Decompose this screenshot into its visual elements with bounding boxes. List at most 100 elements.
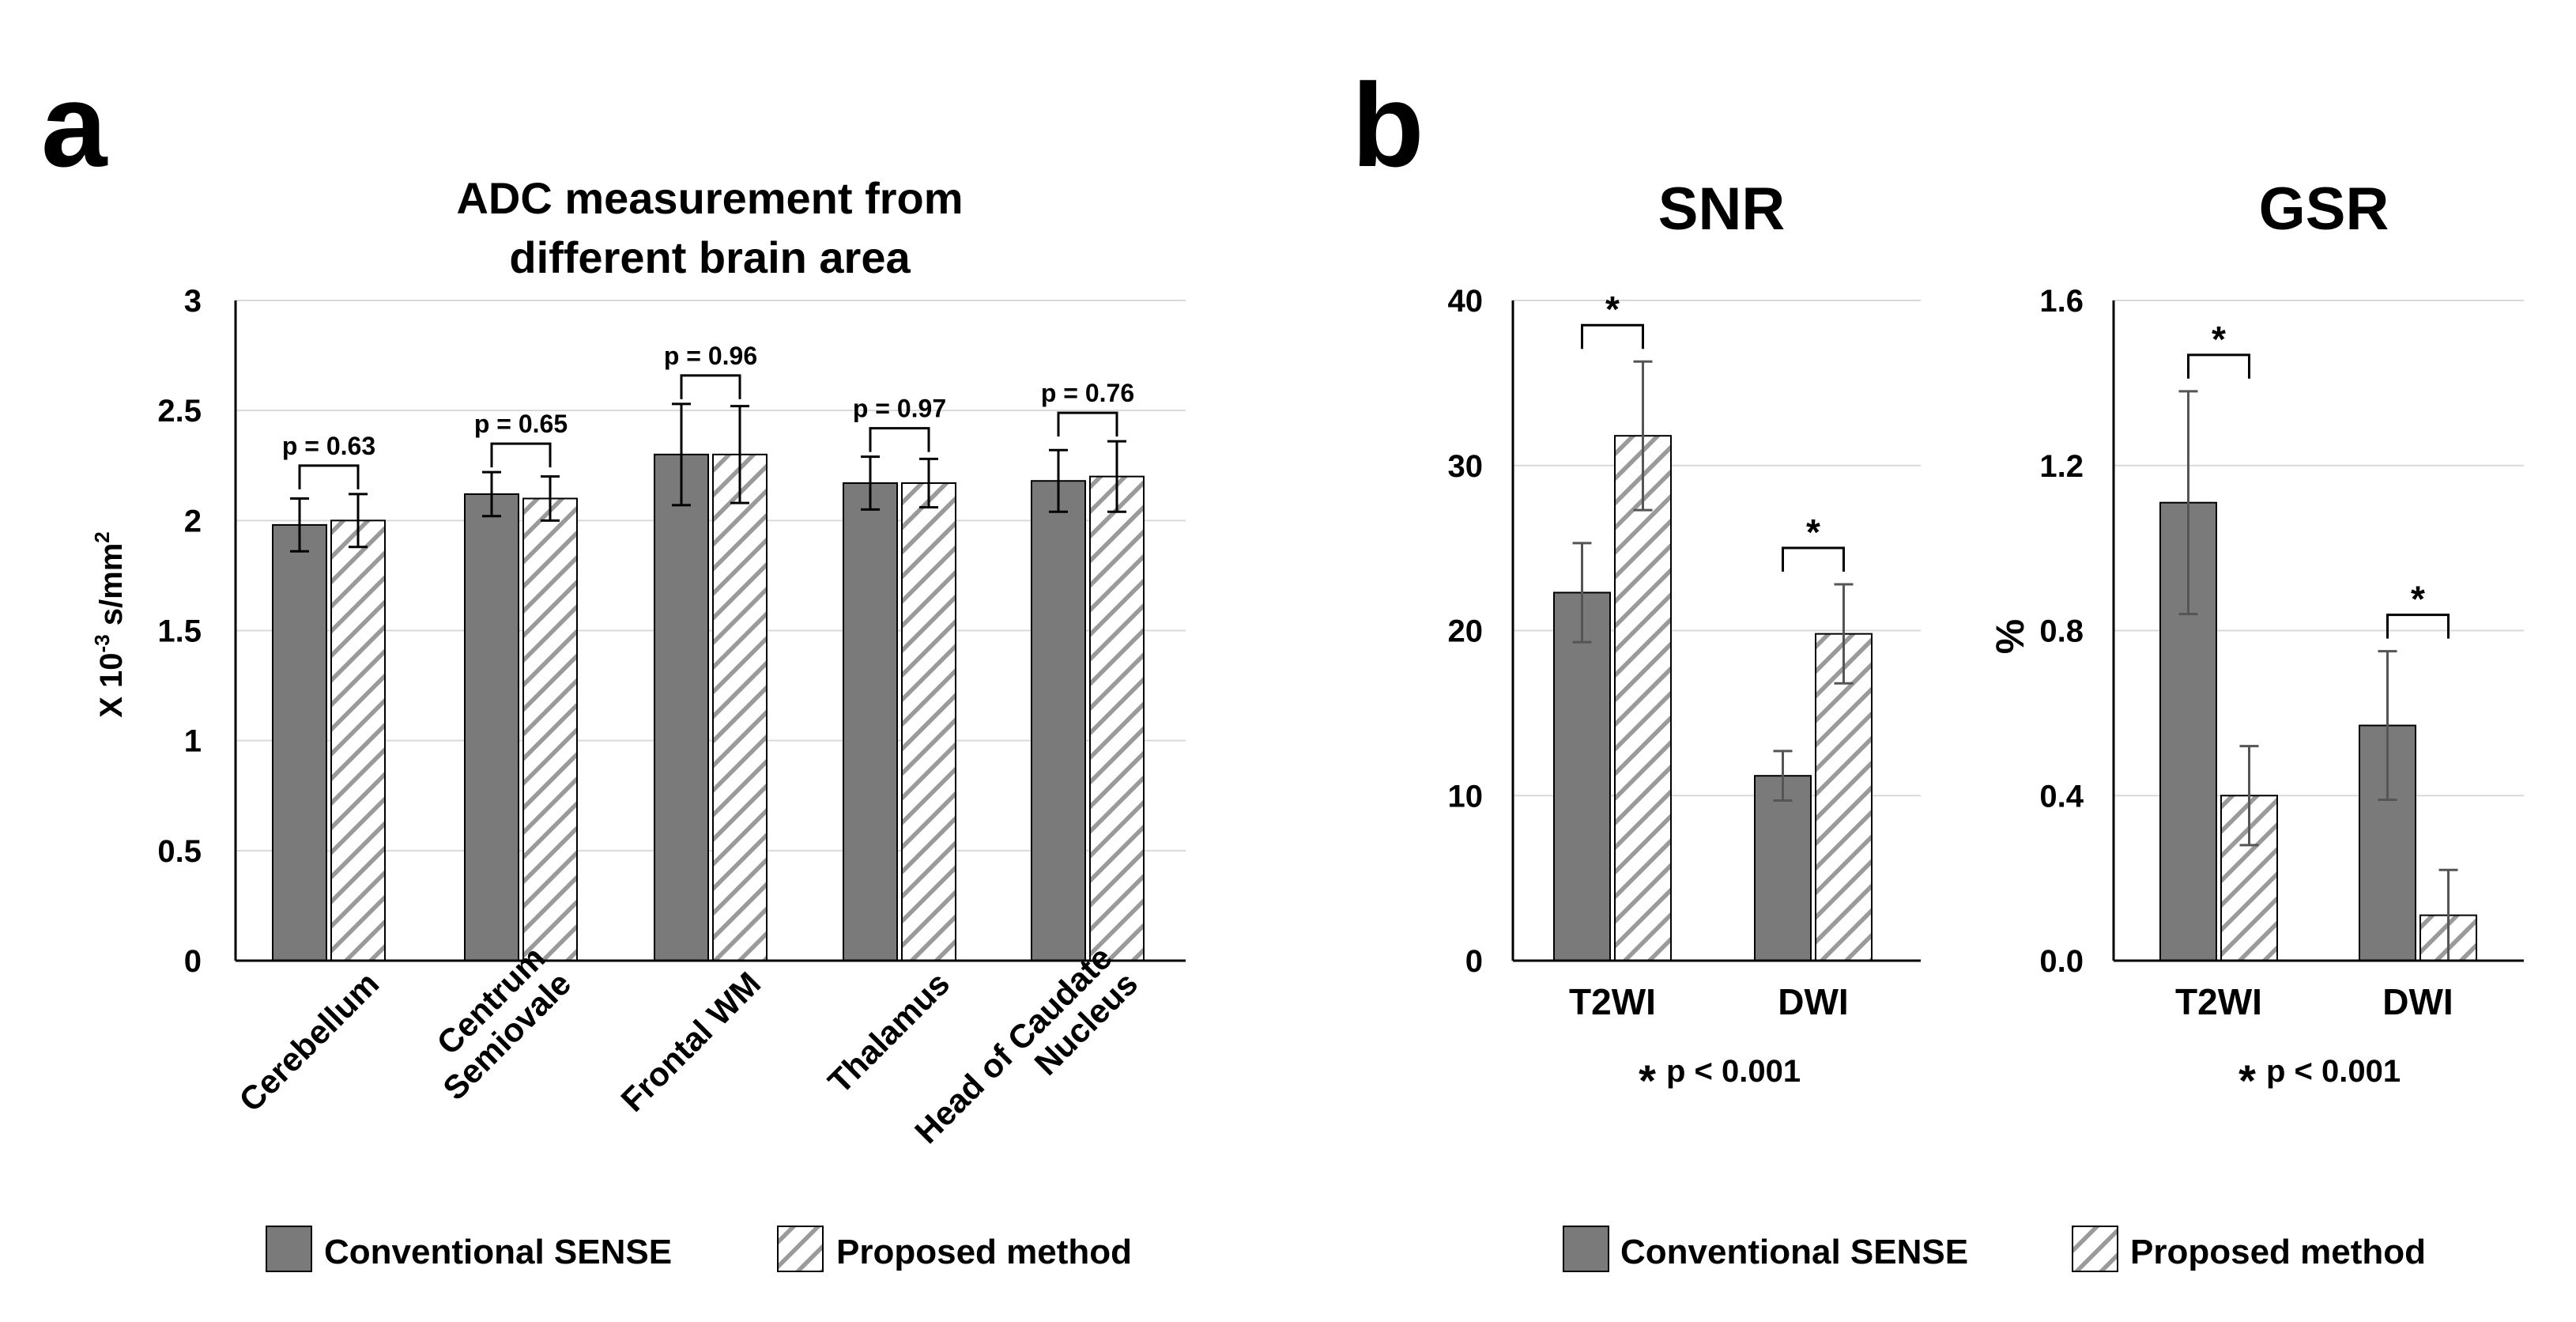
gsr-y-tick-labels: 0.0 0.4 0.8 1.2 1.6	[2039, 284, 2084, 979]
snr-y-tick-label: 10	[1448, 779, 1484, 814]
legend-b-proposed-label: Proposed method	[2130, 1233, 2426, 1271]
adc-chart-title-line-2: different brain area	[509, 232, 911, 282]
adc-bar-conventional	[272, 523, 327, 961]
adc-annotations: p = 0.63 p = 0.65 p = 0.96 p = 0.97 p = 0.76	[282, 342, 1134, 489]
adc-y-tick-label: 0	[184, 944, 202, 979]
snr-annotations: **	[1581, 289, 1845, 572]
panel-label-b: b	[1352, 59, 1424, 191]
adc-annotation-label: p = 0.76	[1041, 379, 1134, 407]
adc-y-tick-label: 1.5	[157, 614, 202, 649]
gsr-footnote-star: *	[2238, 1056, 2256, 1105]
adc-bar-proposed	[1089, 475, 1145, 961]
snr-bars	[1553, 360, 1873, 962]
gsr-y-tick-label: 0.0	[2039, 944, 2084, 979]
gsr-significance-bracket	[2386, 614, 2450, 639]
snr-y-tick-label: 20	[1448, 614, 1484, 649]
adc-annotation-label: p = 0.65	[474, 410, 568, 438]
legend-a-proposed-swatch	[777, 1226, 824, 1272]
adc-bar-proposed	[522, 497, 578, 961]
gsr-chart: GSR 0.00.40.81.21.6 T2WI DWI ** % * p < 0…	[1988, 176, 2524, 1105]
adc-bars	[272, 402, 1145, 961]
adc-y-axis-label: X 10-3 s/mm2	[90, 531, 129, 718]
snr-footnote-star: *	[1639, 1056, 1656, 1105]
adc-gridlines	[236, 300, 1186, 852]
snr-bar-conventional	[1553, 591, 1611, 961]
adc-chart: ADC measurement from different brain are…	[90, 173, 1186, 1177]
adc-x-tick-label-line: Frontal WM	[613, 965, 768, 1119]
adc-bar-conventional	[1031, 480, 1086, 961]
legend-b: Conventional SENSE Proposed method	[1563, 1226, 2426, 1272]
gsr-y-tick-label: 0.4	[2039, 779, 2084, 814]
snr-annotation-label: *	[1806, 512, 1820, 553]
adc-y-tick-label: 2.5	[157, 394, 202, 429]
gsr-x-tick-label: DWI	[2382, 981, 2453, 1022]
adc-x-tick-label-line: Thalamus	[820, 965, 956, 1101]
gsr-x-tick-label: T2WI	[2175, 981, 2262, 1022]
gsr-y-tick-label: 0.8	[2039, 614, 2084, 649]
adc-significance-bracket	[869, 427, 930, 452]
snr-y-tick-labels: 0 10 20 30 40	[1448, 284, 1484, 979]
adc-bar-proposed	[712, 453, 768, 961]
adc-significance-bracket	[490, 442, 552, 468]
legend-a-proposed-label: Proposed method	[836, 1233, 1132, 1271]
adc-significance-bracket	[680, 374, 741, 399]
legend-b-proposed-swatch	[2072, 1226, 2118, 1272]
snr-bar-proposed	[1815, 633, 1873, 961]
gsr-y-tick-label: 1.2	[2039, 449, 2084, 484]
adc-significance-bracket	[1057, 411, 1118, 437]
adc-bar-conventional	[464, 493, 519, 961]
gsr-footnote: p < 0.001	[2266, 1054, 2401, 1089]
snr-axes	[1511, 300, 1921, 962]
gsr-annotations: **	[2187, 319, 2450, 639]
gsr-y-axis-label: %	[1988, 619, 2032, 654]
snr-y-tick-label: 40	[1448, 284, 1484, 319]
legend-a-conventional-label: Conventional SENSE	[324, 1233, 672, 1271]
adc-y-tick-label: 2	[184, 504, 202, 538]
panel-label-a: a	[41, 59, 108, 191]
adc-chart-title-line-1: ADC measurement from	[456, 173, 963, 223]
snr-y-tick-label: 0	[1465, 944, 1483, 979]
adc-x-tick-label: CentrumSemiovale	[410, 939, 579, 1108]
adc-bar-conventional	[843, 482, 898, 961]
adc-x-tick-labels: Cerebellum CentrumSemiovale Frontal WM Thal…	[232, 939, 1145, 1177]
snr-footnote: p < 0.001	[1666, 1054, 1801, 1089]
snr-significance-bracket	[1782, 546, 1845, 572]
gsr-y-tick-label: 1.6	[2039, 284, 2084, 319]
snr-bar-proposed	[1614, 435, 1672, 961]
adc-axes	[234, 300, 1186, 962]
adc-y-tick-labels: 0 0.5 1 1.5 2 2.5 3	[157, 284, 202, 979]
snr-y-tick-label: 30	[1448, 449, 1484, 484]
adc-significance-bracket	[298, 464, 360, 489]
gsr-annotation-label: *	[2212, 319, 2226, 360]
snr-x-tick-label: DWI	[1778, 981, 1848, 1022]
snr-chart-title: SNR	[1658, 176, 1785, 243]
adc-x-tick-label-line: Cerebellum	[232, 965, 386, 1119]
adc-x-tick-label: Thalamus	[820, 965, 956, 1101]
adc-x-tick-label: Frontal WM	[613, 965, 768, 1119]
gsr-annotation-label: *	[2411, 579, 2425, 620]
snr-significance-bracket	[1581, 323, 1644, 349]
adc-x-tick-label: Head of CaudateNucleus	[907, 939, 1145, 1177]
legend-b-conventional-swatch	[1563, 1226, 1609, 1272]
adc-annotation-label: p = 0.97	[853, 395, 946, 423]
adc-annotation-label: p = 0.96	[664, 342, 757, 370]
gsr-axes	[2112, 300, 2524, 962]
adc-bar-proposed	[330, 519, 386, 961]
adc-x-tick-label: Cerebellum	[232, 965, 386, 1119]
snr-x-tick-labels: T2WI DWI	[1569, 981, 1849, 1022]
adc-annotation-label: p = 0.63	[282, 432, 375, 460]
gsr-x-tick-labels: T2WI DWI	[2175, 981, 2453, 1022]
snr-bar-conventional	[1754, 775, 1812, 962]
legend-a-conventional-swatch	[266, 1226, 312, 1272]
adc-bar-conventional	[654, 453, 709, 961]
adc-y-tick-label: 3	[184, 284, 202, 319]
legend-b-conventional-label: Conventional SENSE	[1620, 1233, 1968, 1271]
gsr-chart-title: GSR	[2259, 176, 2389, 243]
snr-annotation-label: *	[1605, 289, 1620, 330]
legend-a: Conventional SENSE Proposed method	[266, 1226, 1132, 1272]
gsr-bars	[2159, 390, 2477, 962]
gsr-significance-bracket	[2187, 353, 2250, 379]
adc-y-tick-label: 1	[184, 724, 202, 759]
